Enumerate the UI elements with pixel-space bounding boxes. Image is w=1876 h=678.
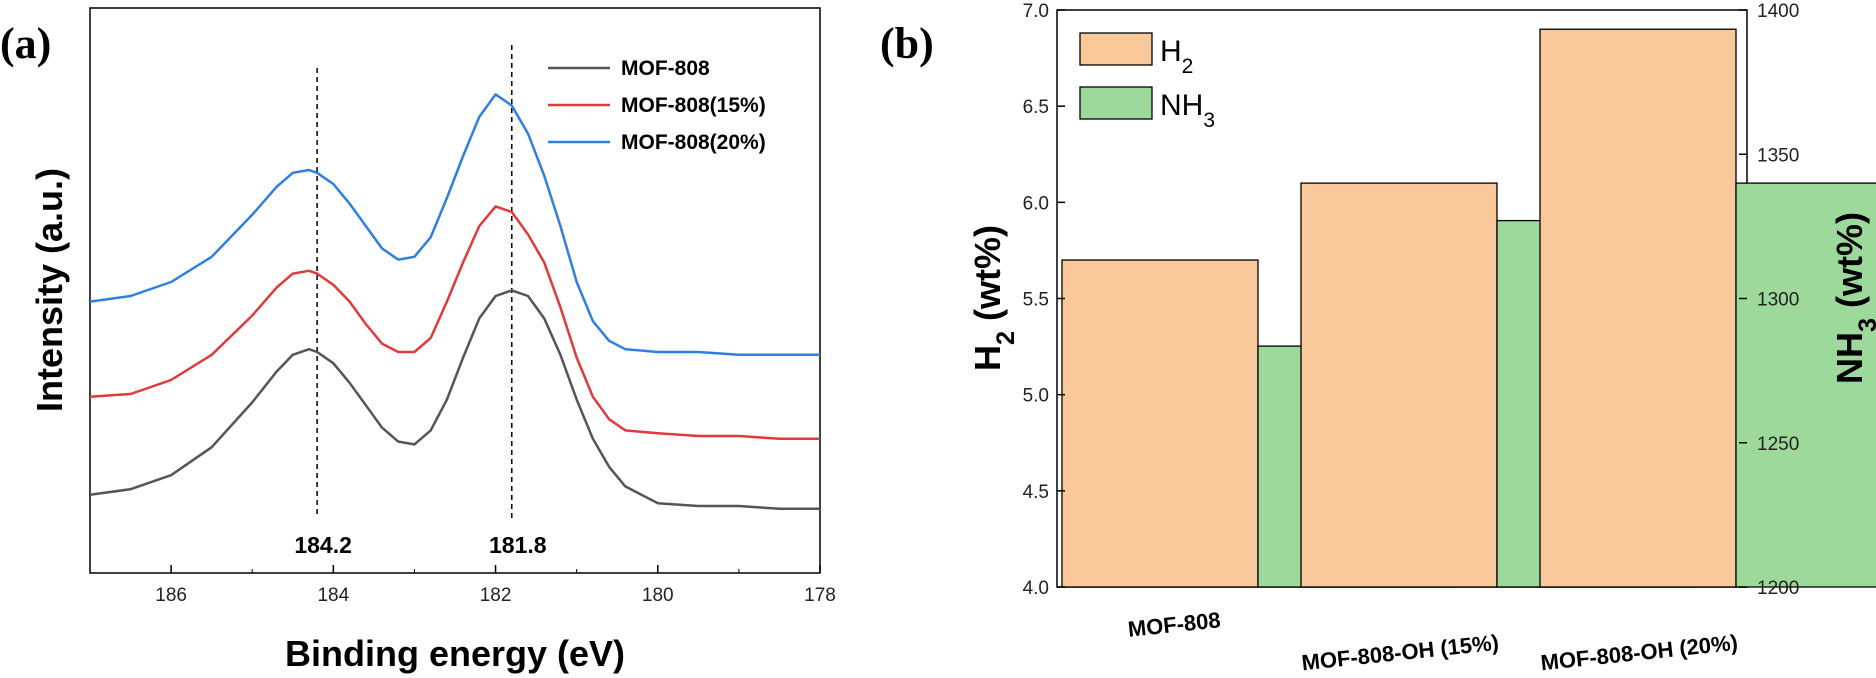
panel-a-plot-frame [89, 7, 821, 574]
peak-label: 184.2 [294, 532, 352, 558]
category-label: MOF-808 [1127, 607, 1222, 642]
legend-label: MOF-808 [621, 57, 710, 80]
panel-b-y-axis-titles: H2 (wt%) NH3 (wt%) [967, 212, 1876, 384]
series-line-1 [89, 205, 820, 441]
peak-label: 181.8 [489, 532, 547, 558]
x-tick-label: 180 [642, 585, 674, 606]
bar-h2-2 [1539, 28, 1737, 588]
left-y-axis-title: H2 (wt%) [967, 225, 1020, 371]
panel-a-x-ticks: 186 184 182 180 178 [89, 565, 836, 606]
panel-a-peak-lines: 184.2 181.8 [294, 45, 547, 558]
legend-swatch [1079, 86, 1153, 120]
panel-a-x-axis-title: Binding energy (eV) [285, 633, 625, 674]
series-line-2 [89, 93, 820, 357]
right-tick-label: 1350 [1757, 145, 1799, 166]
category-label: MOF-808-OH (20%) [1539, 630, 1739, 676]
x-tick-label: 182 [480, 585, 512, 606]
panel-b-category-labels: MOF-808 MOF-808-OH (15%) MOF-808-OH (20%) [1127, 607, 1739, 675]
panel-a: (a) 186 184 182 180 178 184.2 181.8 MOF-808MO… [0, 7, 836, 674]
left-tick-label: 5.5 [1023, 290, 1049, 311]
panel-b-y-ticks: 4.0 4.5 5.0 5.5 6.0 6.5 7.0 1200 1250 1300 1350 140… [1023, 1, 1800, 599]
x-tick-label: 184 [317, 585, 349, 606]
panel-a-legend: MOF-808 MOF-808(15%) MOF-808(20%) [548, 57, 766, 154]
panel-b-bars [1061, 28, 1876, 588]
panel-b-label: (b) [880, 19, 934, 68]
right-y-axis-title: NH3 (wt%) [1829, 212, 1876, 384]
right-tick-label: 1250 [1757, 434, 1799, 455]
left-tick-label: 6.5 [1023, 97, 1049, 118]
left-tick-label: 4.0 [1023, 578, 1049, 599]
left-tick-label: 4.5 [1023, 482, 1049, 503]
category-label: MOF-808-OH (15%) [1300, 630, 1500, 676]
legend-label: NH3 [1160, 89, 1215, 132]
right-tick-label: 1300 [1757, 290, 1799, 311]
right-tick-label: 1400 [1757, 1, 1799, 22]
left-tick-label: 5.0 [1023, 386, 1049, 407]
bar-h2-0 [1061, 259, 1259, 588]
legend-label: MOF-808(20%) [621, 131, 766, 154]
panel-a-series [89, 93, 820, 511]
left-tick-label: 7.0 [1023, 1, 1049, 22]
bar-nh3-2 [1735, 182, 1876, 588]
bar-h2-1 [1300, 182, 1498, 588]
x-tick-label: 186 [155, 585, 187, 606]
x-tick-label: 178 [804, 585, 836, 606]
series-line-0 [89, 289, 820, 511]
right-tick-label: 1200 [1757, 578, 1799, 599]
legend-swatch [1079, 32, 1153, 66]
panel-a-label: (a) [0, 19, 51, 68]
legend-label: MOF-808(15%) [621, 94, 766, 117]
panel-b: (b) 4.0 4.5 5.0 5.5 6.0 6.5 7.0 1200 1250 1300 135… [880, 1, 1876, 675]
legend-label: H2 [1160, 35, 1193, 78]
panel-a-y-axis-title: Intensity (a.u.) [29, 168, 70, 412]
left-tick-label: 6.0 [1023, 193, 1049, 214]
